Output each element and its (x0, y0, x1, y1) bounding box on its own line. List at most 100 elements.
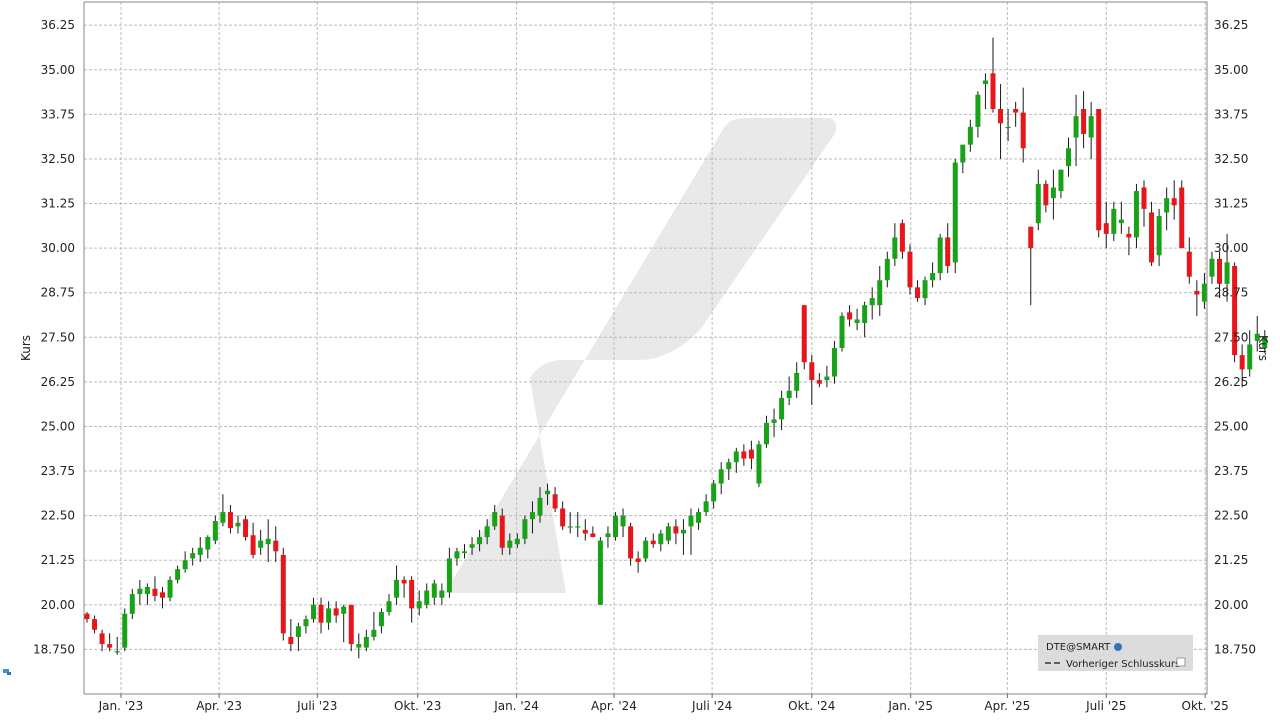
candle (1050, 169, 1056, 220)
candle-body (182, 560, 188, 570)
candle-body (597, 540, 603, 605)
candle (552, 487, 558, 513)
y-tick-label-left: 30.00 (41, 241, 75, 255)
candle (1209, 251, 1215, 284)
candle (469, 537, 475, 555)
candle (416, 590, 422, 616)
candle (847, 305, 853, 327)
candle (824, 365, 830, 388)
candle (462, 544, 467, 559)
candle-body (590, 533, 596, 538)
candle (1179, 180, 1185, 249)
candle-body (877, 280, 883, 306)
candle (877, 265, 883, 316)
plot-frame (83, 1, 1208, 695)
candle (839, 312, 845, 352)
candle-body (507, 540, 513, 548)
candle-body (552, 494, 558, 509)
candle-body (884, 258, 890, 281)
y-tick-label-left: 18.750 (33, 642, 75, 656)
candle (771, 408, 777, 438)
candle (801, 305, 807, 370)
candle-body (575, 526, 581, 528)
candle-body (945, 237, 951, 266)
candle-body (92, 619, 98, 630)
candle (394, 565, 400, 605)
candle-body (1013, 109, 1019, 113)
candle (545, 483, 551, 505)
candle-body (137, 588, 143, 595)
y-tick-label-left: 22.50 (41, 509, 75, 523)
candle-body (1103, 223, 1109, 234)
candle (794, 362, 800, 398)
candle (658, 529, 664, 552)
candle (197, 537, 203, 563)
legend-checkbox[interactable] (1176, 657, 1186, 667)
candle (703, 494, 709, 516)
y-tick-label-right: 31.25 (1214, 197, 1248, 211)
settings-icon[interactable] (3, 669, 11, 675)
candle-body (786, 390, 792, 398)
candle (756, 440, 762, 488)
candle (529, 501, 535, 534)
candle-body (643, 540, 649, 559)
legend-symbol: DTE@SMART (1046, 642, 1111, 653)
y-tick-label-right: 26.25 (1214, 375, 1248, 389)
globe-icon (1114, 643, 1122, 651)
candle (975, 91, 981, 138)
candle (424, 583, 430, 609)
candle (220, 494, 226, 527)
candle-body (409, 579, 415, 609)
candle-body (401, 579, 407, 584)
y-tick-label-left: 33.75 (41, 107, 75, 121)
candle (620, 508, 626, 538)
candle (582, 519, 588, 541)
candle-body (1020, 112, 1026, 149)
candle (378, 608, 384, 634)
candle-body (167, 579, 173, 598)
candle-body (1194, 290, 1200, 295)
candle-body (122, 613, 128, 648)
y-tick-label-right: 33.75 (1214, 107, 1248, 121)
candle (967, 119, 973, 152)
candle-body (741, 451, 747, 459)
candle (718, 462, 724, 495)
y-axis-left: 18.750 20.00 21.25 22.50 23.75 25.00 26.25 27.5… (33, 18, 75, 656)
candle (1096, 109, 1102, 238)
candle (295, 622, 301, 652)
candle-body (394, 579, 400, 598)
y-tick-label-right: 32.50 (1214, 152, 1248, 166)
y-axis-label-right: Kurs (1256, 335, 1270, 361)
y-tick-label-left: 25.00 (41, 419, 75, 433)
candle-body (499, 515, 505, 548)
y-tick-label-right: 27.50 (1214, 330, 1248, 344)
candle-body (567, 526, 573, 528)
candle-body (295, 626, 301, 637)
candle-body (326, 608, 332, 623)
candle (1081, 91, 1087, 149)
candle-body (454, 551, 460, 559)
candle-body (975, 94, 981, 127)
candle (446, 547, 452, 598)
y-tick-label-left: 20.00 (41, 598, 75, 612)
candle (884, 251, 890, 288)
legend[interactable]: DTE@SMART Vorheriger Schlusskurs (1038, 635, 1193, 671)
candle (1066, 137, 1071, 177)
candle (643, 537, 649, 563)
candle (1126, 226, 1132, 256)
candle-body (99, 633, 105, 645)
candle-body (378, 611, 384, 627)
candle (1194, 280, 1200, 316)
candle-body (990, 73, 996, 110)
candle-body (1035, 183, 1041, 224)
candle (348, 604, 354, 652)
candle (1058, 169, 1064, 199)
candle-body (952, 162, 958, 263)
candle-body (492, 512, 498, 527)
candle-body (899, 223, 905, 252)
candle (1043, 180, 1049, 213)
candle (945, 223, 951, 274)
y-tick-label-left: 36.25 (41, 18, 75, 32)
x-tick-label: Apr. '25 (984, 699, 1030, 713)
candle-body (522, 519, 528, 539)
